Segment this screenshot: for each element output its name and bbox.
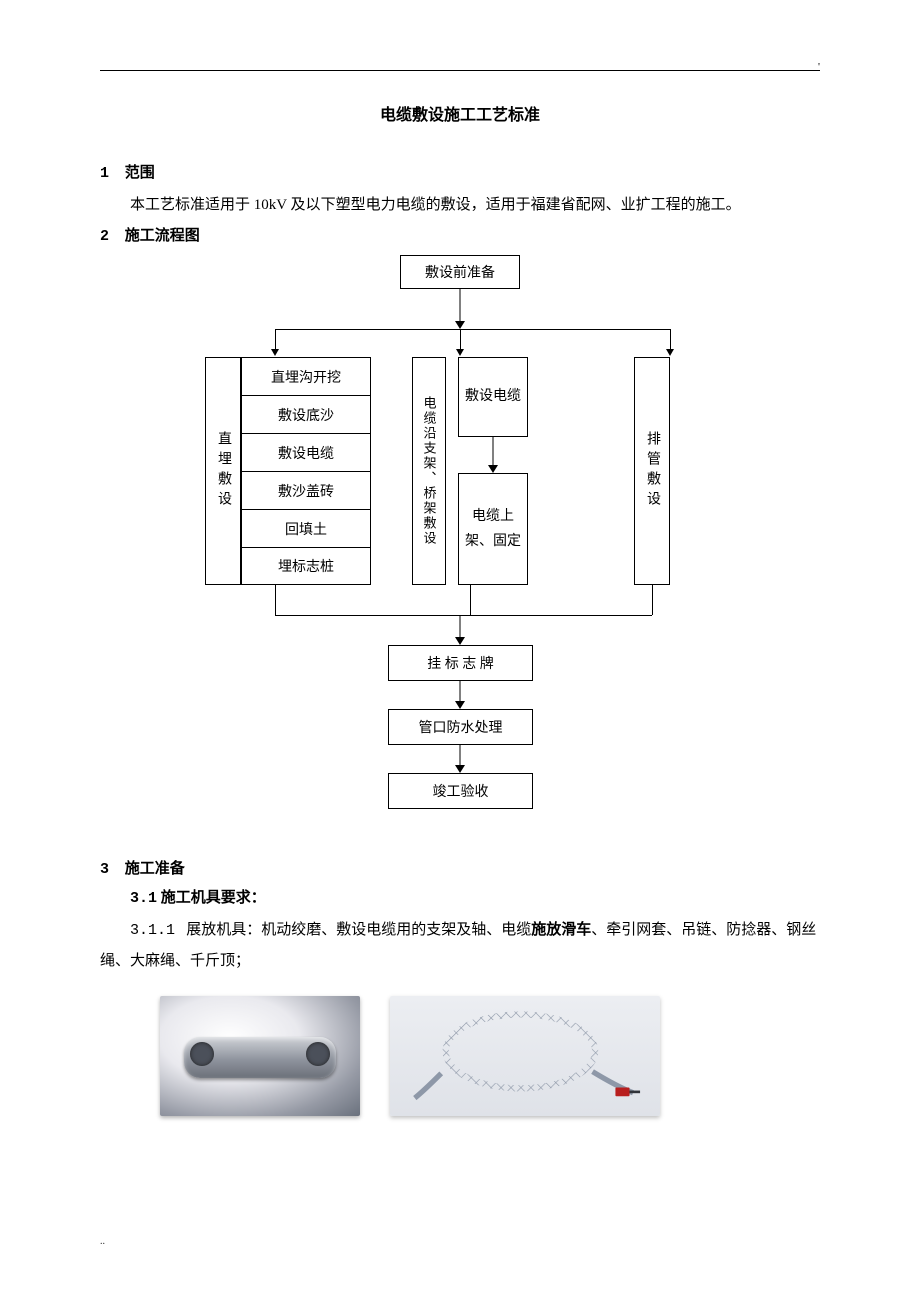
section-2-heading: 2 施工流程图: [100, 224, 820, 245]
section-1-title: 范围: [125, 165, 155, 181]
section-2-num: 2: [100, 228, 109, 245]
flow-mid-cell-2: 电缆上架、固定: [458, 473, 528, 585]
flow-node-accept: 竣工验收: [388, 773, 533, 809]
flow-left-row-1: 敷设底沙: [241, 395, 371, 433]
flow-left-label: 直埋敷设: [205, 357, 241, 585]
section-3-num: 3: [100, 861, 109, 878]
flow-node-prep: 敷设前准备: [400, 255, 520, 289]
flow-mid-label: 电缆沿支架、桥架敷设: [412, 357, 446, 585]
sub-3-1-title: 施工机具要求：: [161, 890, 266, 906]
photo-swivel: [160, 996, 360, 1116]
flow-left-row-0: 直埋沟开挖: [241, 357, 371, 395]
page-top-marker: ': [818, 61, 820, 73]
flow-left-row-5: 埋标志桩: [241, 547, 371, 585]
item-3-1-1-text-a: 展放机具：机动绞磨、敷设电缆用的支架及轴、电缆: [186, 922, 531, 938]
section-1-num: 1: [100, 165, 109, 182]
flow-left-row-4: 回填土: [241, 509, 371, 547]
flow-node-tag: 挂 标 志 牌: [388, 645, 533, 681]
section-3-title: 施工准备: [125, 861, 185, 877]
page-footer-marker: ..: [100, 1236, 820, 1247]
document-title: 电缆敷设施工工艺标准: [100, 101, 820, 125]
flow-left-row-3: 敷沙盖砖: [241, 471, 371, 509]
photo-mesh-grip: [390, 996, 660, 1116]
item-3-1-1-num: 3.1.1: [130, 922, 175, 939]
item-3-1-1-bold: 施放滑车: [531, 922, 591, 938]
section-2-title: 施工流程图: [125, 228, 200, 244]
section-3-heading: 3 施工准备: [100, 857, 820, 878]
section-1-heading: 1 范围: [100, 161, 820, 182]
tool-photos: [160, 996, 820, 1116]
section-1-body: 本工艺标准适用于 10kV 及以下塑型电力电缆的敷设，适用于福建省配网、业扩工程…: [100, 190, 820, 220]
flow-mid-cell-1: 敷设电缆: [458, 357, 528, 437]
flowchart: 敷设前准备 直埋敷设 直埋沟开挖 敷设底沙 敷设电缆 敷沙盖砖 回填土 埋标志桩…: [180, 255, 740, 845]
flow-right-label: 排管敷设: [634, 357, 670, 585]
flow-left-row-2: 敷设电缆: [241, 433, 371, 471]
subsection-3-1: 3.1 施工机具要求：: [130, 886, 820, 907]
sub-3-1-num: 3.1: [130, 890, 157, 907]
item-3-1-1: 3.1.1 展放机具：机动绞磨、敷设电缆用的支架及轴、电缆施放滑车、牵引网套、吊…: [100, 915, 820, 976]
flow-node-waterproof: 管口防水处理: [388, 709, 533, 745]
